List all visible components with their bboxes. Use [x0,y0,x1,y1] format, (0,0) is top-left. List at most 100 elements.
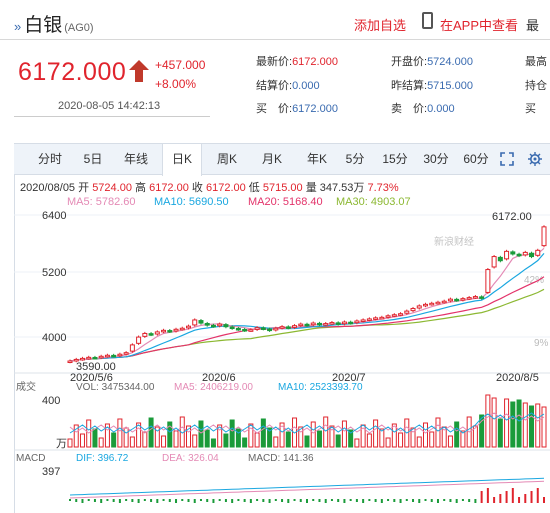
volume-bar [460,430,466,448]
candle-body [210,324,216,328]
candle-body [148,333,154,336]
volume-bar [136,422,142,448]
volume-bar [235,428,241,448]
candle-body [360,319,366,322]
vol-ma5-line [69,412,545,434]
volume-bar [541,406,547,448]
candle-body [316,322,322,326]
volume-bar [304,435,310,448]
macd-bar [418,499,421,503]
candle-body [217,323,223,327]
macd-bar [249,499,252,503]
volume-bar [435,417,441,448]
volume-bar [192,434,198,448]
tab-minute[interactable]: 分时 [37,152,62,166]
macd-bar [143,499,146,501]
volume-bar [447,435,453,448]
collapse-icon[interactable]: » [14,19,22,34]
volume-bar [341,420,347,448]
stat-bid-partial: 买 [525,103,536,115]
volume-bar [423,422,428,448]
y-tick-5200: 5200 [42,267,66,279]
vol-readout: VOL: 3475344.00 [76,382,155,393]
candle-body [229,326,235,330]
kline-chart[interactable]: 6400 5200 4000 42% 9% 新浪财经 3590.00 6172.… [14,207,550,507]
macd-bar [380,499,383,503]
macd-bar [449,499,452,502]
volume-bar [210,438,216,448]
tab-5day[interactable]: 5日 [83,152,103,166]
settings-icon[interactable] [528,152,542,166]
tab-weekly-k[interactable]: 周K [216,152,237,166]
tab-5min[interactable]: 5分 [345,152,365,166]
candle-body [385,315,391,318]
candle-body [373,317,379,320]
macd-bar [349,499,352,501]
volume-bar [366,433,372,448]
candle-body [273,327,279,331]
candle-body [479,296,485,299]
macd-bar [511,488,514,503]
candle-body [186,325,191,329]
add-favorite-button[interactable]: 添加自选 [354,18,407,33]
candle-body [435,301,441,305]
volume-bar [285,431,291,448]
candle-body [98,355,104,359]
volume-bar [529,405,535,448]
tab-year-line[interactable]: 年线 [123,152,148,166]
x-tick-jun: 2020/6 [202,372,236,384]
x-tick-end: 2020/8/5 [496,372,539,384]
volume-bar [348,429,354,448]
macd-bar [480,491,483,503]
divider [14,116,210,117]
watermark: 新浪财经 [434,235,474,248]
macd-bar [268,499,271,503]
macd-bar [168,499,171,502]
tab-30min[interactable]: 30分 [423,152,449,166]
instrument-code: (AG0) [64,22,94,34]
candle-body [472,296,478,299]
candle-body [92,356,98,360]
macd-bar [75,499,78,502]
tab-yearly-k[interactable]: 年K [306,152,327,166]
open-in-app-link[interactable]: 在APP中查看 [440,18,519,33]
tab-15min[interactable]: 15分 [382,152,408,166]
macd-bar [125,499,128,501]
candle-body [86,356,92,360]
volume-bar [92,428,98,448]
candle-body [117,353,123,357]
volume-bar [161,435,167,448]
low-marker: 3590.00 [76,361,116,373]
ma5-line [69,247,545,362]
candle-body [267,328,273,332]
macd-bar [131,499,134,502]
candle-body [179,327,185,331]
volume-bar [485,394,491,448]
candle-body [366,318,372,321]
candle-body [348,321,354,325]
macd-bar [312,499,315,501]
candle-body [335,322,341,325]
volume-bar [385,437,391,448]
candle-body [198,320,204,324]
macd-bar [293,499,296,501]
candles [67,225,547,364]
macd-lines [69,477,545,499]
stat-oi-partial: 持仓 [525,80,547,92]
candle-body [279,326,285,329]
volume-bar [416,436,422,448]
y-tick-6400: 6400 [42,210,66,222]
fullscreen-icon[interactable] [500,152,514,166]
tab-daily-k[interactable]: 日K [162,144,202,176]
macd-bar [137,499,140,503]
phone-icon [422,12,433,29]
volume-bar [479,414,485,448]
volume-bar [354,438,360,448]
volume-bar [535,403,541,448]
volume-bar [111,432,117,448]
candle-body [142,332,148,337]
tab-60min[interactable]: 60分 [463,152,489,166]
tab-monthly-k[interactable]: 月K [261,152,282,166]
volume-bar [167,421,173,448]
volume-bar [260,418,266,448]
